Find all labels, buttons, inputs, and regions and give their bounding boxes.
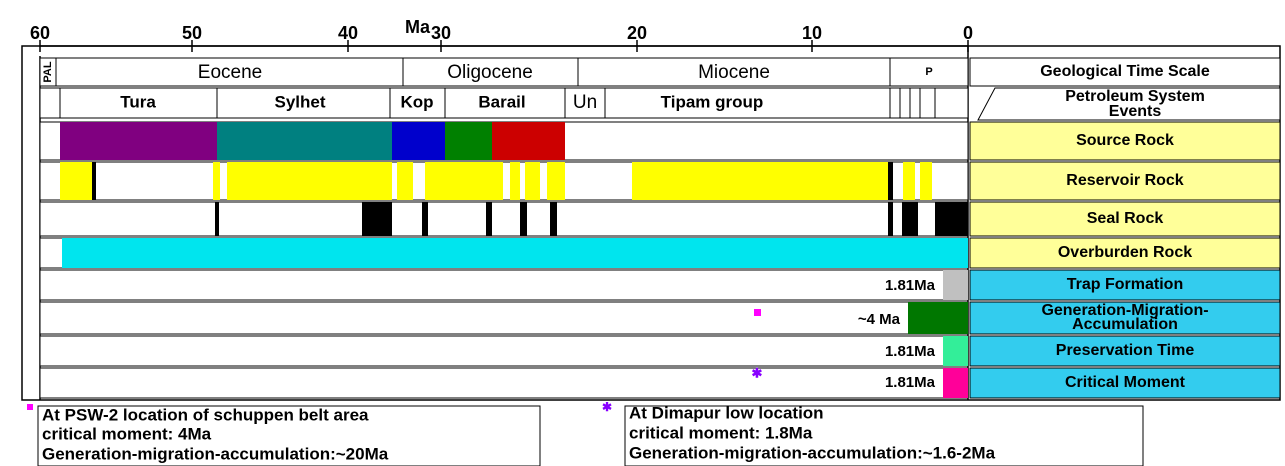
tick-label: 60 [30,23,50,43]
tick-label: 50 [182,23,202,43]
event-label: Preservation Time [1056,342,1195,359]
note-line: At Dimapur low location [629,403,824,422]
event-label: Seal Rock [1087,210,1164,227]
formation-row [39,87,969,119]
preservation-bar [943,336,968,366]
note-line: critical moment: 4Ma [42,424,212,443]
event-label: Accumulation [1072,316,1178,333]
epoch-label: PAL [42,61,54,82]
reservoir-bars [60,162,932,200]
axis-ticks [39,40,969,52]
note-line: critical moment: 1.8Ma [629,423,813,442]
formation-label: Tipam group [661,92,764,111]
event-label: Generation-Migration- [1041,302,1208,319]
event-label: Overburden Rock [1058,244,1192,261]
marker: ✱ [752,365,763,380]
event-time: 1.81Ma [885,343,936,360]
formation-label: Tura [120,92,156,111]
tick-label: 30 [431,23,451,43]
marker [27,404,33,410]
seal-bars [215,202,968,236]
formation-label: Kop [400,92,433,111]
note-box [624,405,1144,466]
event-label: Trap Formation [1067,276,1183,293]
event-time: ~4 Ma [858,311,901,328]
critical-bar [943,368,968,398]
note-line: Generation-migration-accumulation:~1.6-2… [629,443,996,462]
trap-bar [943,270,968,300]
overburden-bar [62,238,968,268]
marker [754,309,761,316]
event-label: Critical Moment [1065,374,1186,391]
epoch-label: P [925,66,932,78]
formation-label: Un [573,92,597,113]
epoch-row [39,57,969,87]
column-header: Geological Time Scale [1040,63,1210,80]
column-header: Petroleum System [1065,88,1205,105]
label-column [969,57,1281,399]
event-label: Source Rock [1076,132,1174,149]
tick-label: 40 [338,23,358,43]
column-header: Events [1109,103,1162,120]
event-label: Reservoir Rock [1066,172,1183,189]
axis-label: Ma [405,17,431,37]
event-time: 1.81Ma [885,277,936,294]
note-box [37,405,541,466]
marker: ✱ [602,400,612,414]
formation-label: Barail [478,92,525,111]
gma-bar [908,302,968,334]
epoch-label: Eocene [198,62,262,83]
tick-label: 0 [963,23,973,43]
epoch-label: Miocene [698,62,770,83]
epoch-label: Oligocene [447,62,533,83]
formation-label: Sylhet [274,92,325,111]
note-line: Generation-migration-accumulation:~20Ma [42,444,389,463]
note-line: At PSW-2 location of schuppen belt area [42,405,369,424]
tick-label: 10 [802,23,822,43]
source-bars [60,122,565,160]
event-time: 1.81Ma [885,374,936,391]
tick-label: 20 [627,23,647,43]
